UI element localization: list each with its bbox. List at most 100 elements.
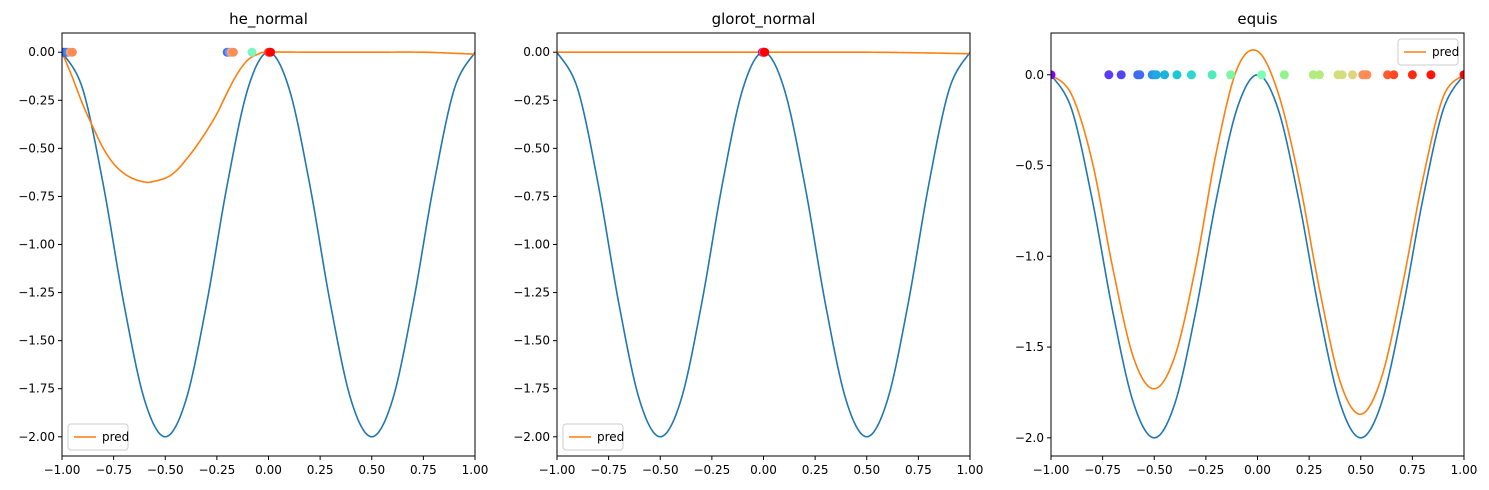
y-tick-label: −1.50 [18, 334, 55, 348]
x-tick-label: 0.25 [1296, 463, 1323, 477]
x-tick-label: 0.25 [307, 463, 334, 477]
y-tick-label: −1.00 [513, 238, 550, 252]
axes-frame [556, 32, 971, 457]
x-tick-label: 1.00 [1451, 463, 1478, 477]
y-tick-label: −1.75 [513, 382, 550, 396]
sample-point [1051, 70, 1056, 80]
y-tick-label: −2.00 [18, 430, 55, 444]
x-tick-label: −0.75 [95, 463, 132, 477]
panel-1: he_normal −1.00 −0.75 −0.50 −0.25 0.00 0.25 0.5… [18, 10, 488, 477]
x-tick-label: −0.25 [1187, 463, 1224, 477]
legend: pred [562, 423, 624, 451]
x-tick-label: 1.00 [957, 463, 984, 477]
sample-point [1279, 70, 1289, 80]
series-line-target [1051, 73, 1464, 439]
sample-point [1347, 70, 1357, 80]
axes-frame [61, 32, 476, 457]
sample-point [1160, 70, 1170, 80]
y-tick-label: −2.00 [513, 430, 550, 444]
x-tick-label: 0.75 [1399, 463, 1426, 477]
sample-point [760, 47, 770, 57]
sample-point [1104, 70, 1114, 80]
legend: pred [67, 423, 129, 451]
x-tick-label: −0.25 [693, 463, 730, 477]
panel-title: equis [1237, 10, 1277, 28]
sample-point [1314, 70, 1324, 80]
sample-point [1226, 70, 1236, 80]
series-line-pred [62, 51, 475, 184]
y-tick-label: −0.5 [1015, 159, 1044, 173]
series-line-target [62, 51, 475, 438]
x-tick-label: −0.75 [1084, 463, 1121, 477]
sample-point [1459, 70, 1464, 80]
sample-point [1362, 70, 1372, 80]
sample-point [1207, 70, 1217, 80]
x-tick-label: 0.50 [1347, 463, 1374, 477]
x-tick-label: −1.00 [539, 463, 576, 477]
sample-point [1151, 70, 1161, 80]
y-tick-label: −0.25 [513, 93, 550, 107]
x-tick-label: 0.50 [853, 463, 880, 477]
y-tick-label: 0.0 [1025, 68, 1044, 82]
axes-frame [1050, 32, 1465, 457]
legend-box [1397, 38, 1459, 66]
sample-point [1116, 70, 1126, 80]
y-tick-label: −1.5 [1015, 340, 1044, 354]
y-tick-label: −2.0 [1015, 431, 1044, 445]
legend-box [562, 423, 624, 451]
sample-point [1426, 70, 1436, 80]
sample-point [228, 47, 238, 57]
x-tick-label: 0.75 [905, 463, 932, 477]
panel-2: glorot_normal −1.00 −0.75 −0.50 −0.25 0.00 0.2… [513, 10, 983, 477]
x-tick-label: −0.50 [1136, 463, 1173, 477]
legend-label: pred [102, 430, 129, 444]
y-tick-label: −1.75 [18, 382, 55, 396]
x-tick-label: −1.00 [1033, 463, 1070, 477]
x-tick-label: 0.00 [1244, 463, 1271, 477]
x-tick-label: 0.25 [802, 463, 829, 477]
y-tick-label: −1.25 [513, 286, 550, 300]
sample-point [1407, 70, 1417, 80]
legend-box [67, 423, 129, 451]
y-tick-label: −0.50 [18, 141, 55, 155]
x-tick-label: 0.75 [410, 463, 437, 477]
y-tick-label: −1.0 [1015, 249, 1044, 263]
x-tick-label: −1.00 [44, 463, 81, 477]
x-tick-label: 0.00 [750, 463, 777, 477]
x-tick-label: −0.25 [198, 463, 235, 477]
legend-label: pred [597, 430, 624, 444]
series-line-target [557, 51, 970, 438]
x-tick-label: 0.50 [358, 463, 385, 477]
y-tick-label: −0.75 [18, 189, 55, 203]
panel-title: he_normal [229, 10, 308, 29]
y-tick-label: −0.75 [513, 189, 550, 203]
sample-point [1308, 70, 1318, 80]
sample-point [67, 47, 77, 57]
y-tick-label: −1.50 [513, 334, 550, 348]
x-tick-label: −0.50 [642, 463, 679, 477]
sample-point [1186, 70, 1196, 80]
panel-3: equis −1.00 −0.75 −0.50 −0.25 0.00 0.25 0.50 0.7… [1015, 10, 1478, 477]
sample-point [1383, 70, 1393, 80]
y-tick-label: −1.25 [18, 286, 55, 300]
y-tick-label: 0.00 [523, 45, 550, 59]
legend-label: pred [1432, 45, 1459, 59]
series-line-pred [557, 51, 970, 55]
y-tick-label: −1.00 [18, 238, 55, 252]
x-tick-label: 0.00 [255, 463, 282, 477]
sample-point [247, 47, 257, 57]
sample-point [266, 47, 276, 57]
y-tick-label: −0.25 [18, 93, 55, 107]
series-line-pred [1051, 49, 1464, 416]
sample-point [1172, 70, 1182, 80]
x-tick-label: −0.75 [590, 463, 627, 477]
y-tick-label: −0.50 [513, 141, 550, 155]
y-tick-label: 0.00 [28, 45, 55, 59]
sample-point [1337, 70, 1347, 80]
sample-point [1389, 70, 1399, 80]
sample-point [1257, 70, 1267, 80]
legend: pred [1397, 38, 1459, 66]
x-tick-label: −0.50 [147, 463, 184, 477]
panel-title: glorot_normal [712, 10, 816, 29]
